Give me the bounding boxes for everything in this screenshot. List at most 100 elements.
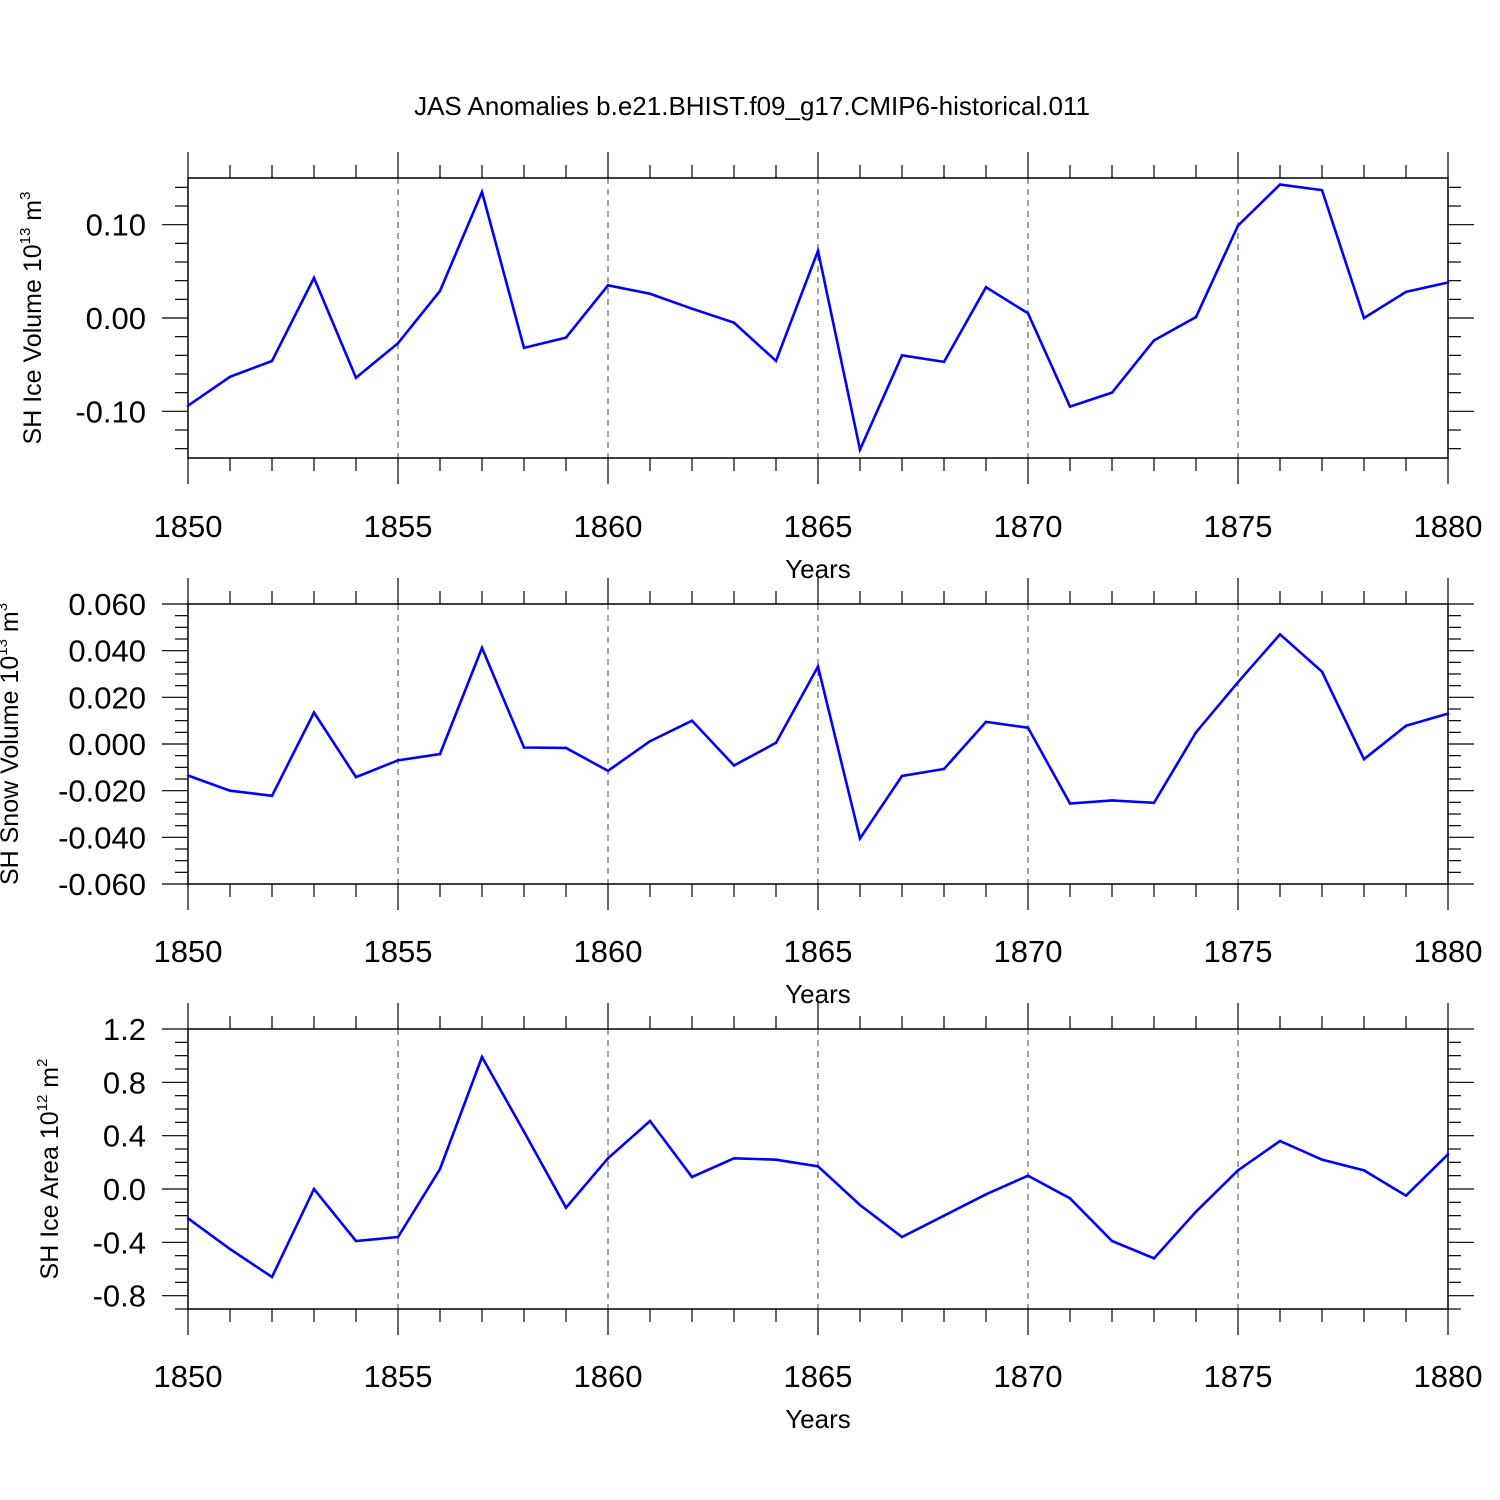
- data-point: [354, 775, 358, 779]
- data-point: [564, 746, 568, 750]
- data-point: [1278, 1139, 1282, 1143]
- y-tick-label: -0.020: [58, 774, 146, 809]
- data-point: [984, 285, 988, 289]
- y-axis-label-unit: m: [19, 200, 47, 228]
- data-point: [900, 774, 904, 778]
- data-point: [480, 190, 484, 194]
- data-point: [186, 1217, 190, 1220]
- x-tick-label: 1880: [1414, 934, 1483, 969]
- y-tick-label: 0.000: [68, 727, 146, 762]
- x-tick-label: 1870: [994, 509, 1063, 544]
- data-point: [1236, 224, 1240, 227]
- data-point: [228, 375, 232, 379]
- data-point: [1194, 731, 1198, 734]
- data-point: [732, 321, 736, 324]
- data-point: [732, 1157, 736, 1160]
- x-tick-label: 1875: [1204, 934, 1273, 969]
- data-point: [858, 837, 862, 840]
- y-axis-label-unit-exp: 2: [34, 1059, 51, 1067]
- data-point: [228, 1247, 232, 1251]
- data-point: [1068, 1197, 1072, 1200]
- panel-sh-snow-volume: -0.060 -0.040 -0.020 0.000 0.020 0.040 0.060 18…: [0, 578, 1482, 1009]
- x-tick-label: 1875: [1204, 509, 1273, 544]
- x-tick-label: 1865: [784, 1359, 853, 1394]
- data-point: [606, 284, 610, 287]
- y-tick-label: -0.4: [93, 1225, 146, 1260]
- y-axis-label: SH Ice Area 1012 m2: [34, 1059, 64, 1280]
- data-point: [438, 289, 442, 293]
- data-point: [1068, 405, 1072, 408]
- data-point: [1236, 680, 1240, 684]
- y-tick-label: 0.00: [86, 301, 146, 336]
- data-point: [312, 711, 316, 714]
- data-point: [438, 752, 442, 756]
- data-point: [1404, 1194, 1408, 1197]
- data-point: [270, 1275, 274, 1279]
- x-tick-label: 1870: [994, 1359, 1063, 1394]
- x-tick-label: 1850: [154, 934, 223, 969]
- x-tick-label: 1860: [574, 934, 643, 969]
- data-point: [480, 1055, 484, 1059]
- data-point: [774, 741, 778, 745]
- data-point: [1236, 1169, 1240, 1172]
- x-tick-label: 1850: [154, 509, 223, 544]
- y-axis-label-main: SH Ice Volume 10: [19, 244, 47, 444]
- data-point: [312, 276, 316, 280]
- data-point: [564, 1206, 568, 1209]
- y-axis-label-main: SH Ice Area 10: [36, 1111, 64, 1279]
- data-point: [312, 1187, 316, 1191]
- data-point: [1446, 1153, 1450, 1156]
- data-point: [1404, 290, 1408, 294]
- data-point: [1110, 1239, 1114, 1243]
- data-point: [1320, 670, 1324, 673]
- data-point: [816, 665, 820, 668]
- x-tick-label: 1880: [1414, 1359, 1483, 1394]
- data-point: [942, 767, 946, 771]
- data-point: [1152, 339, 1156, 342]
- data-point: [606, 769, 610, 773]
- data-point: [354, 376, 358, 380]
- data-point: [1362, 316, 1366, 320]
- data-point: [1278, 633, 1282, 636]
- data-point: [396, 759, 400, 762]
- y-tick-label: -0.8: [93, 1279, 146, 1314]
- y-tick-label: -0.060: [58, 867, 146, 902]
- data-point: [1278, 183, 1282, 186]
- y-tick-label: -0.040: [58, 820, 146, 855]
- data-point: [1068, 802, 1072, 805]
- panels: -0.10 0.00 0.10 1850 1855 1860 1865 1870 1875 188…: [0, 152, 1482, 1434]
- data-point: [480, 646, 484, 650]
- data-point: [690, 1175, 694, 1179]
- data-point: [648, 739, 652, 743]
- data-point: [648, 292, 652, 296]
- panel-sh-ice-area: -0.8 -0.4 0.0 0.4 0.8 1.2 1850 1855 1860 1865 1870…: [34, 1003, 1482, 1434]
- y-tick-label: 0.8: [103, 1065, 146, 1100]
- data-point: [858, 448, 862, 451]
- data-point: [1026, 1174, 1030, 1177]
- data-point: [1194, 1210, 1198, 1213]
- x-tick-label: 1865: [784, 934, 853, 969]
- y-axis-label: SH Snow Volume 1013 m3: [0, 603, 24, 885]
- data-point: [816, 1165, 820, 1168]
- data-point: [186, 774, 190, 777]
- data-point: [774, 1158, 778, 1161]
- y-axis-label: SH Ice Volume 1013 m3: [17, 192, 47, 445]
- data-point: [564, 336, 568, 339]
- data-point: [438, 1167, 442, 1171]
- data-point: [816, 249, 820, 253]
- x-tick-label: 1880: [1414, 509, 1483, 544]
- data-point: [900, 1235, 904, 1239]
- data-point: [522, 1130, 526, 1133]
- data-point: [690, 307, 694, 310]
- data-point: [648, 1119, 652, 1123]
- y-tick-label: 0.040: [68, 634, 146, 669]
- data-point: [774, 359, 778, 363]
- data-point: [186, 404, 190, 408]
- data-point: [1152, 1257, 1156, 1260]
- data-point: [522, 746, 526, 749]
- x-tick-label: 1855: [364, 1359, 433, 1394]
- y-tick-label: 0.4: [103, 1119, 146, 1154]
- data-point: [1320, 188, 1324, 192]
